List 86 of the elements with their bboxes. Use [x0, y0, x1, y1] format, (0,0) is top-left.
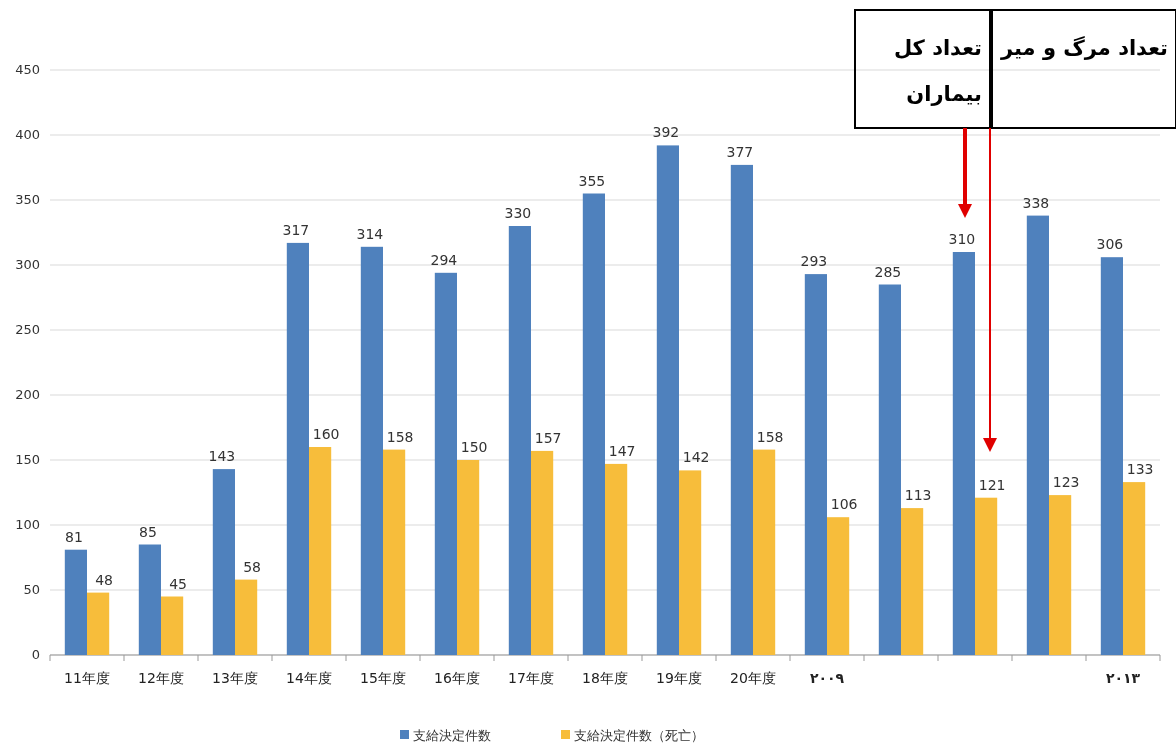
data-label: 121: [978, 476, 1006, 493]
bar: [161, 596, 184, 655]
x-tick-label: 17年度: [508, 670, 554, 686]
bar: [878, 284, 901, 655]
data-label: 392: [652, 124, 680, 141]
bar: [212, 469, 235, 655]
bar: [975, 497, 998, 655]
x-tick-label: 16年度: [434, 670, 480, 686]
bar: [679, 470, 702, 655]
data-label: 306: [1096, 236, 1124, 253]
bar: [1100, 257, 1123, 655]
bar: [1049, 495, 1072, 655]
bar: [901, 508, 924, 655]
x-tick-label: 15年度: [360, 670, 406, 686]
bar: [605, 463, 628, 655]
data-label: 106: [830, 496, 858, 513]
bar: [730, 164, 753, 655]
data-label: 158: [756, 428, 784, 445]
bar: [508, 226, 531, 655]
data-label: 160: [312, 426, 340, 442]
x-tick-label: 18年度: [582, 670, 628, 686]
bar: [457, 460, 480, 655]
y-tick-label: 450: [15, 62, 40, 77]
bar: [1123, 482, 1146, 655]
y-tick-label: 200: [15, 387, 40, 402]
data-label: 157: [534, 429, 562, 446]
data-label: 294: [430, 251, 458, 268]
data-label: 317: [282, 221, 310, 238]
x-tick-label: 12年度: [138, 670, 184, 686]
data-label: 150: [460, 439, 488, 455]
x-tick-label: 19年度: [656, 670, 702, 686]
y-tick-label: 300: [15, 257, 40, 272]
text: تعداد مرگ و میر: [1000, 35, 1168, 62]
x-tick-label: 11年度: [64, 670, 110, 686]
data-label: 355: [578, 172, 606, 189]
legend-label: 支給決定件数: [413, 728, 491, 743]
data-label: 285: [874, 263, 902, 280]
y-tick-label: 50: [23, 582, 40, 597]
bar: [87, 592, 110, 655]
data-label: 143: [208, 448, 236, 465]
y-tick-label: 0: [31, 647, 40, 662]
bar: [434, 272, 457, 655]
data-label: 123: [1052, 474, 1080, 491]
x-tick-label: 14年度: [286, 670, 332, 686]
x-tick-label: 20年度: [730, 670, 776, 686]
data-label: 330: [504, 205, 532, 221]
data-label: 142: [682, 449, 710, 466]
y-tick-label: 250: [15, 322, 40, 337]
bar: [827, 517, 850, 655]
x-tick-label: ۲۰۰۹: [809, 670, 845, 686]
data-label: 338: [1022, 194, 1050, 211]
bar: [582, 193, 605, 655]
bar: [64, 549, 87, 655]
data-label: 314: [356, 225, 384, 242]
annotation: تعداد کل بیماران: [892, 35, 982, 108]
data-label: 377: [726, 143, 754, 160]
bar: [952, 252, 975, 655]
data-label: 158: [386, 428, 414, 445]
data-label: 81: [64, 528, 83, 545]
data-label: 310: [948, 231, 976, 247]
data-label: 293: [800, 253, 828, 270]
x-tick-label: 13年度: [212, 670, 258, 686]
bar: [360, 246, 383, 655]
bar: [531, 450, 554, 655]
bar: [383, 449, 406, 655]
legend-label: 支給決定件数（死亡）: [574, 728, 704, 743]
bar: [656, 145, 679, 655]
bar: [804, 274, 827, 655]
y-tick-label: 400: [15, 127, 40, 142]
bar: [309, 447, 332, 655]
y-tick-label: 350: [15, 192, 40, 207]
y-tick-label: 150: [15, 452, 40, 467]
bar: [235, 579, 258, 655]
y-tick-label: 100: [15, 517, 40, 532]
data-label: 58: [243, 558, 262, 575]
data-label: 147: [608, 442, 636, 459]
data-label: 45: [169, 575, 188, 592]
data-label: 85: [138, 523, 157, 540]
bar: [753, 449, 776, 655]
data-label: 113: [904, 487, 932, 504]
bar: [286, 242, 309, 655]
data-label: 48: [95, 571, 114, 588]
x-tick-label: ۲۰۱۳: [1105, 670, 1141, 686]
bar: [138, 544, 161, 655]
data-label: 133: [1126, 461, 1154, 478]
bar: [1026, 215, 1049, 655]
